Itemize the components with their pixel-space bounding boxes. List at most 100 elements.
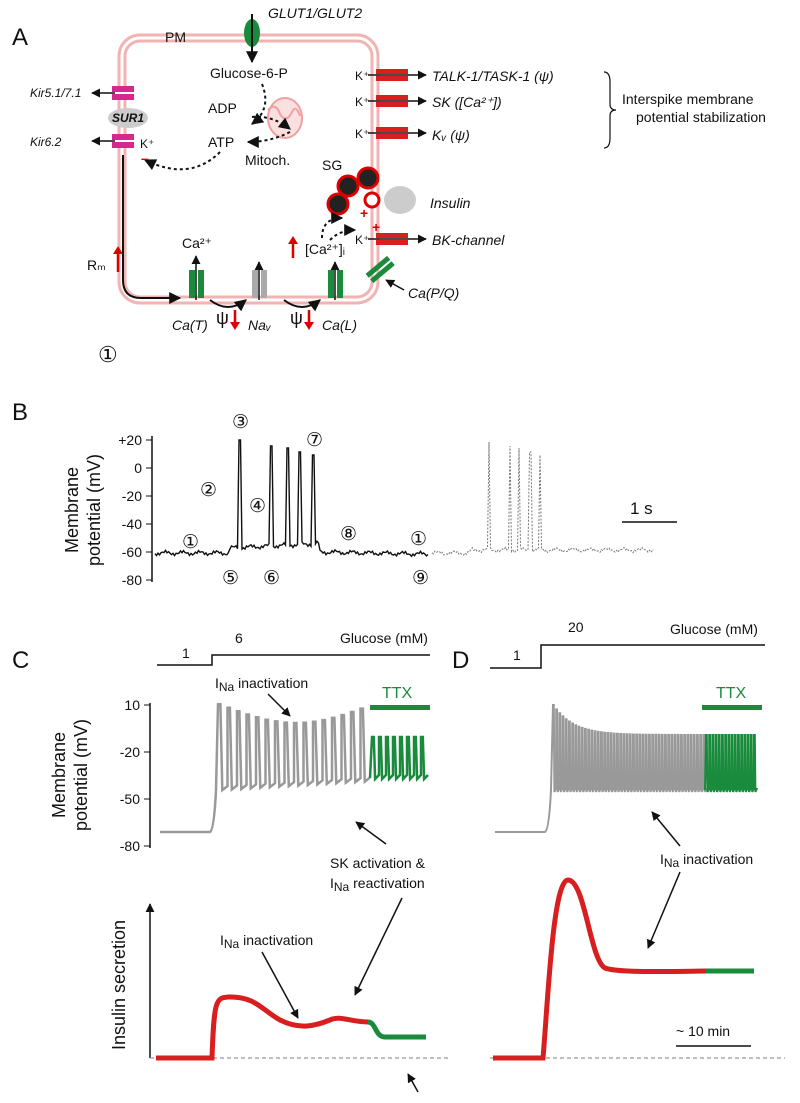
interspike-label: Interspike membrane bbox=[622, 91, 754, 107]
scale-label: ~ 10 min bbox=[676, 1023, 730, 1039]
state-marker: ⑧ bbox=[340, 524, 357, 545]
y-axis-label: potential (mV) bbox=[84, 454, 104, 566]
y-tick-label: -20 bbox=[122, 488, 142, 504]
rm-label: Rₘ bbox=[87, 257, 106, 273]
kv-label: Kᵥ (ψ) bbox=[432, 127, 470, 143]
state-marker: ① bbox=[410, 529, 427, 550]
state-marker: ⑥ bbox=[263, 568, 280, 589]
k-label: K⁺ bbox=[355, 69, 369, 83]
kir62-label: Kir6.2 bbox=[30, 135, 62, 149]
plus: + bbox=[360, 205, 368, 221]
cal-label: Ca(L) bbox=[322, 317, 357, 333]
ina-label: INa inactivation bbox=[215, 675, 308, 694]
sk-label: SK activation & bbox=[330, 855, 426, 871]
secretion-trace bbox=[493, 877, 707, 1061]
ttx-label: TTX bbox=[382, 685, 413, 702]
state-marker: ③ bbox=[232, 412, 249, 433]
psi: ψ bbox=[290, 308, 303, 328]
cai-label: [Ca²⁺]ᵢ bbox=[305, 241, 345, 257]
insulin-label: Insulin bbox=[430, 195, 471, 211]
y-axis-label: Insulin secretion bbox=[109, 920, 129, 1050]
state-marker: ① bbox=[98, 342, 118, 367]
state-marker: ⑨ bbox=[412, 568, 429, 589]
sk-label: INa reactivation bbox=[330, 875, 425, 894]
sur1 bbox=[108, 108, 148, 128]
glut-label: GLUT1/GLUT2 bbox=[268, 5, 362, 21]
talk-label: TALK-1/TASK-1 (ψ) bbox=[432, 68, 554, 84]
secretion-trace bbox=[156, 994, 369, 1061]
ttx-bar bbox=[370, 705, 430, 710]
state-marker: ⑦ bbox=[306, 430, 323, 451]
sk-label: SK ([Ca²⁺]) bbox=[432, 94, 502, 110]
y-tick-label: -80 bbox=[122, 572, 142, 588]
panel-d: D 1 20 Glucose (mM) TTX INa inactivation… bbox=[452, 619, 785, 1061]
panel-label: C bbox=[12, 647, 29, 674]
ca-channels bbox=[189, 255, 395, 330]
state-marker: ④ bbox=[249, 496, 266, 517]
state-marker: ① bbox=[182, 532, 199, 553]
psi: ψ bbox=[216, 308, 229, 328]
y-tick-label: -20 bbox=[120, 744, 140, 760]
k-label: K⁺ bbox=[355, 233, 369, 247]
panel-label: B bbox=[12, 399, 28, 426]
k-channel bbox=[376, 127, 408, 132]
minus: – bbox=[141, 150, 149, 166]
y-axis-label: Membrane bbox=[62, 467, 82, 553]
panel-c: C 1 6 Glucose (mM) INa inactivation TTX … bbox=[12, 630, 448, 1093]
k-label: K⁺ bbox=[140, 137, 154, 151]
k-label: K⁺ bbox=[355, 95, 369, 109]
k-channel bbox=[376, 102, 408, 107]
glucose-high: 20 bbox=[568, 619, 584, 635]
pm-label: PM bbox=[165, 29, 186, 45]
capq-label: Ca(P/Q) bbox=[408, 285, 459, 301]
panel-label: A bbox=[12, 24, 28, 51]
k-channel bbox=[376, 69, 408, 74]
mitoch: Mitoch. bbox=[245, 152, 290, 168]
y-tick-label: 0 bbox=[134, 460, 142, 476]
scale-label: 1 s bbox=[630, 499, 653, 518]
ttx-label: TTX bbox=[716, 685, 747, 702]
sur1-label: SUR1 bbox=[112, 111, 144, 125]
k-label: K⁺ bbox=[355, 127, 369, 141]
y-tick-label: -40 bbox=[122, 516, 142, 532]
y-tick-label: -60 bbox=[122, 544, 142, 560]
panel-a: A PM GLUT1/GLUT2 Glucose-6-P ADP ATP Mit… bbox=[12, 5, 766, 367]
nav-label: Naᵥ bbox=[248, 317, 272, 333]
y-tick-label: -50 bbox=[120, 791, 140, 807]
k-channel bbox=[376, 76, 408, 81]
k-channel bbox=[376, 233, 408, 238]
atp: ATP bbox=[208, 134, 234, 150]
y-tick-label: 10 bbox=[124, 697, 140, 713]
kir51-label: Kir5.1/7.1 bbox=[30, 86, 81, 100]
k-channel bbox=[376, 134, 408, 139]
ina-label: INa inactivation bbox=[660, 851, 753, 870]
ca-label: Ca²⁺ bbox=[182, 235, 212, 251]
panel-label: D bbox=[452, 647, 469, 674]
k-channels: K⁺ K⁺ K⁺ K⁺ bbox=[355, 69, 369, 247]
k-channel bbox=[376, 95, 408, 100]
adp: ADP bbox=[208, 100, 237, 116]
interspike-label: potential stabilization bbox=[636, 109, 766, 125]
k-channel bbox=[376, 240, 408, 245]
state-marker: ② bbox=[200, 480, 217, 501]
plus: + bbox=[372, 219, 380, 235]
glucose-low: 1 bbox=[513, 647, 521, 663]
y-axis-label: potential (mV) bbox=[71, 719, 91, 831]
state-marker: ⑤ bbox=[222, 568, 239, 589]
glucose-high: 6 bbox=[235, 630, 243, 646]
panel-b: B Membrane potential (mV) +20 0 -20 -40 -60 -… bbox=[12, 399, 677, 589]
glucose6p: Glucose-6-P bbox=[210, 65, 288, 81]
sg-label: SG bbox=[322, 157, 342, 173]
glucose-label: Glucose (mM) bbox=[340, 630, 428, 646]
secretion-trace bbox=[367, 1019, 426, 1040]
cat-label: Ca(T) bbox=[172, 317, 208, 333]
y-tick-label: +20 bbox=[118, 432, 142, 448]
bk-label: BK-channel bbox=[432, 232, 505, 248]
ina-label: INa inactivation bbox=[220, 932, 313, 951]
ttx-bar bbox=[702, 705, 762, 710]
y-axis-label: Membrane bbox=[49, 732, 69, 818]
y-tick-label: -80 bbox=[120, 838, 140, 854]
glucose-label: Glucose (mM) bbox=[670, 621, 758, 637]
glucose-low: 1 bbox=[182, 645, 190, 661]
